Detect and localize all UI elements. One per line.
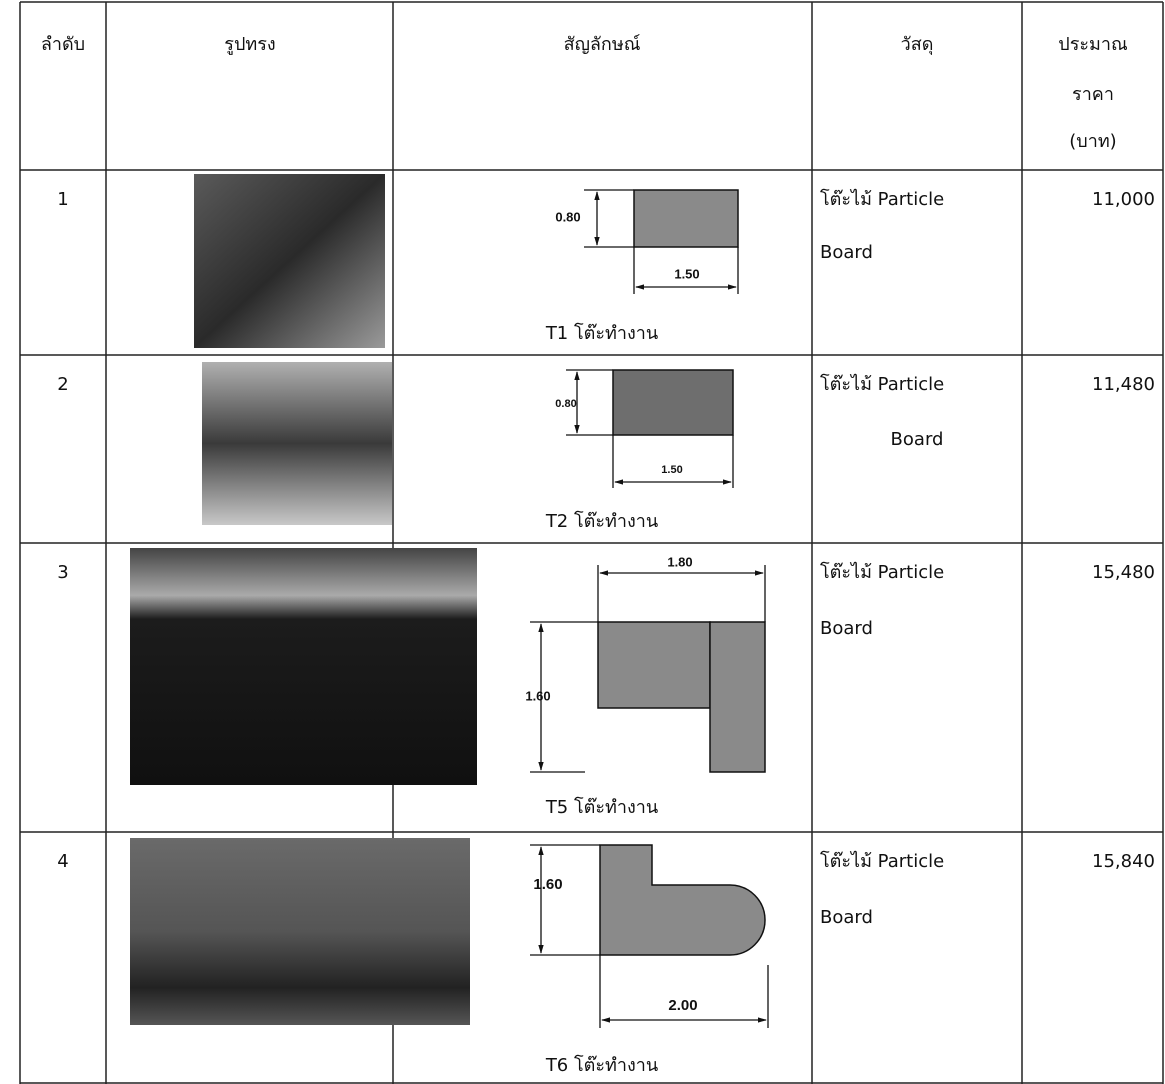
dimension-label: 1.50 [661, 464, 682, 476]
symbol-caption: T5 โต๊ะทำงาน [545, 796, 658, 818]
material: Board [820, 618, 873, 639]
photo [194, 174, 385, 348]
symbol-caption: T2 โต๊ะทำงาน [545, 510, 658, 532]
dimension-label: 1.50 [674, 266, 699, 281]
material: โต๊ะไม้ Particle [820, 373, 944, 395]
header-cell: ลำดับ [41, 34, 85, 55]
header-cell: ประมาณ [1058, 34, 1127, 55]
price: 11,000 [1092, 189, 1155, 210]
dimension-label: 0.80 [555, 398, 576, 410]
symbol-diagram [566, 369, 734, 488]
header-cell: ราคา [1072, 84, 1114, 105]
row-number: 2 [57, 374, 68, 395]
header-cell: วัสดุ [901, 34, 934, 55]
photo [130, 548, 477, 785]
photo [130, 838, 470, 1025]
row-number: 1 [57, 189, 68, 210]
material: โต๊ะไม้ Particle [820, 188, 944, 210]
material: Board [891, 429, 944, 450]
dimension-label: 2.00 [668, 997, 697, 1014]
dimension-label: 0.80 [555, 209, 580, 224]
symbol-caption: T6 โต๊ะทำงาน [545, 1054, 658, 1076]
symbol-diagram [530, 844, 769, 1028]
symbol-caption: T1 โต๊ะทำงาน [545, 322, 658, 344]
symbol-diagram [530, 565, 766, 773]
photo [202, 362, 392, 525]
header-cell: รูปทรง [224, 34, 275, 55]
table-grid [19, 1, 1164, 1084]
material: โต๊ะไม้ Particle [820, 850, 944, 872]
price: 15,840 [1092, 851, 1155, 872]
row-number: 4 [57, 851, 68, 872]
dimension-label: 1.60 [525, 688, 550, 703]
material: Board [820, 242, 873, 263]
material: Board [820, 907, 873, 928]
price: 11,480 [1092, 374, 1155, 395]
price: 15,480 [1092, 562, 1155, 583]
material: โต๊ะไม้ Particle [820, 561, 944, 583]
dimension-label: 1.60 [533, 876, 562, 893]
dimension-label: 1.80 [667, 554, 692, 569]
symbol-diagram [584, 189, 739, 294]
header-cell: (บาท) [1069, 131, 1116, 152]
row-number: 3 [57, 562, 68, 583]
header-cell: สัญลักษณ์ [564, 34, 641, 55]
